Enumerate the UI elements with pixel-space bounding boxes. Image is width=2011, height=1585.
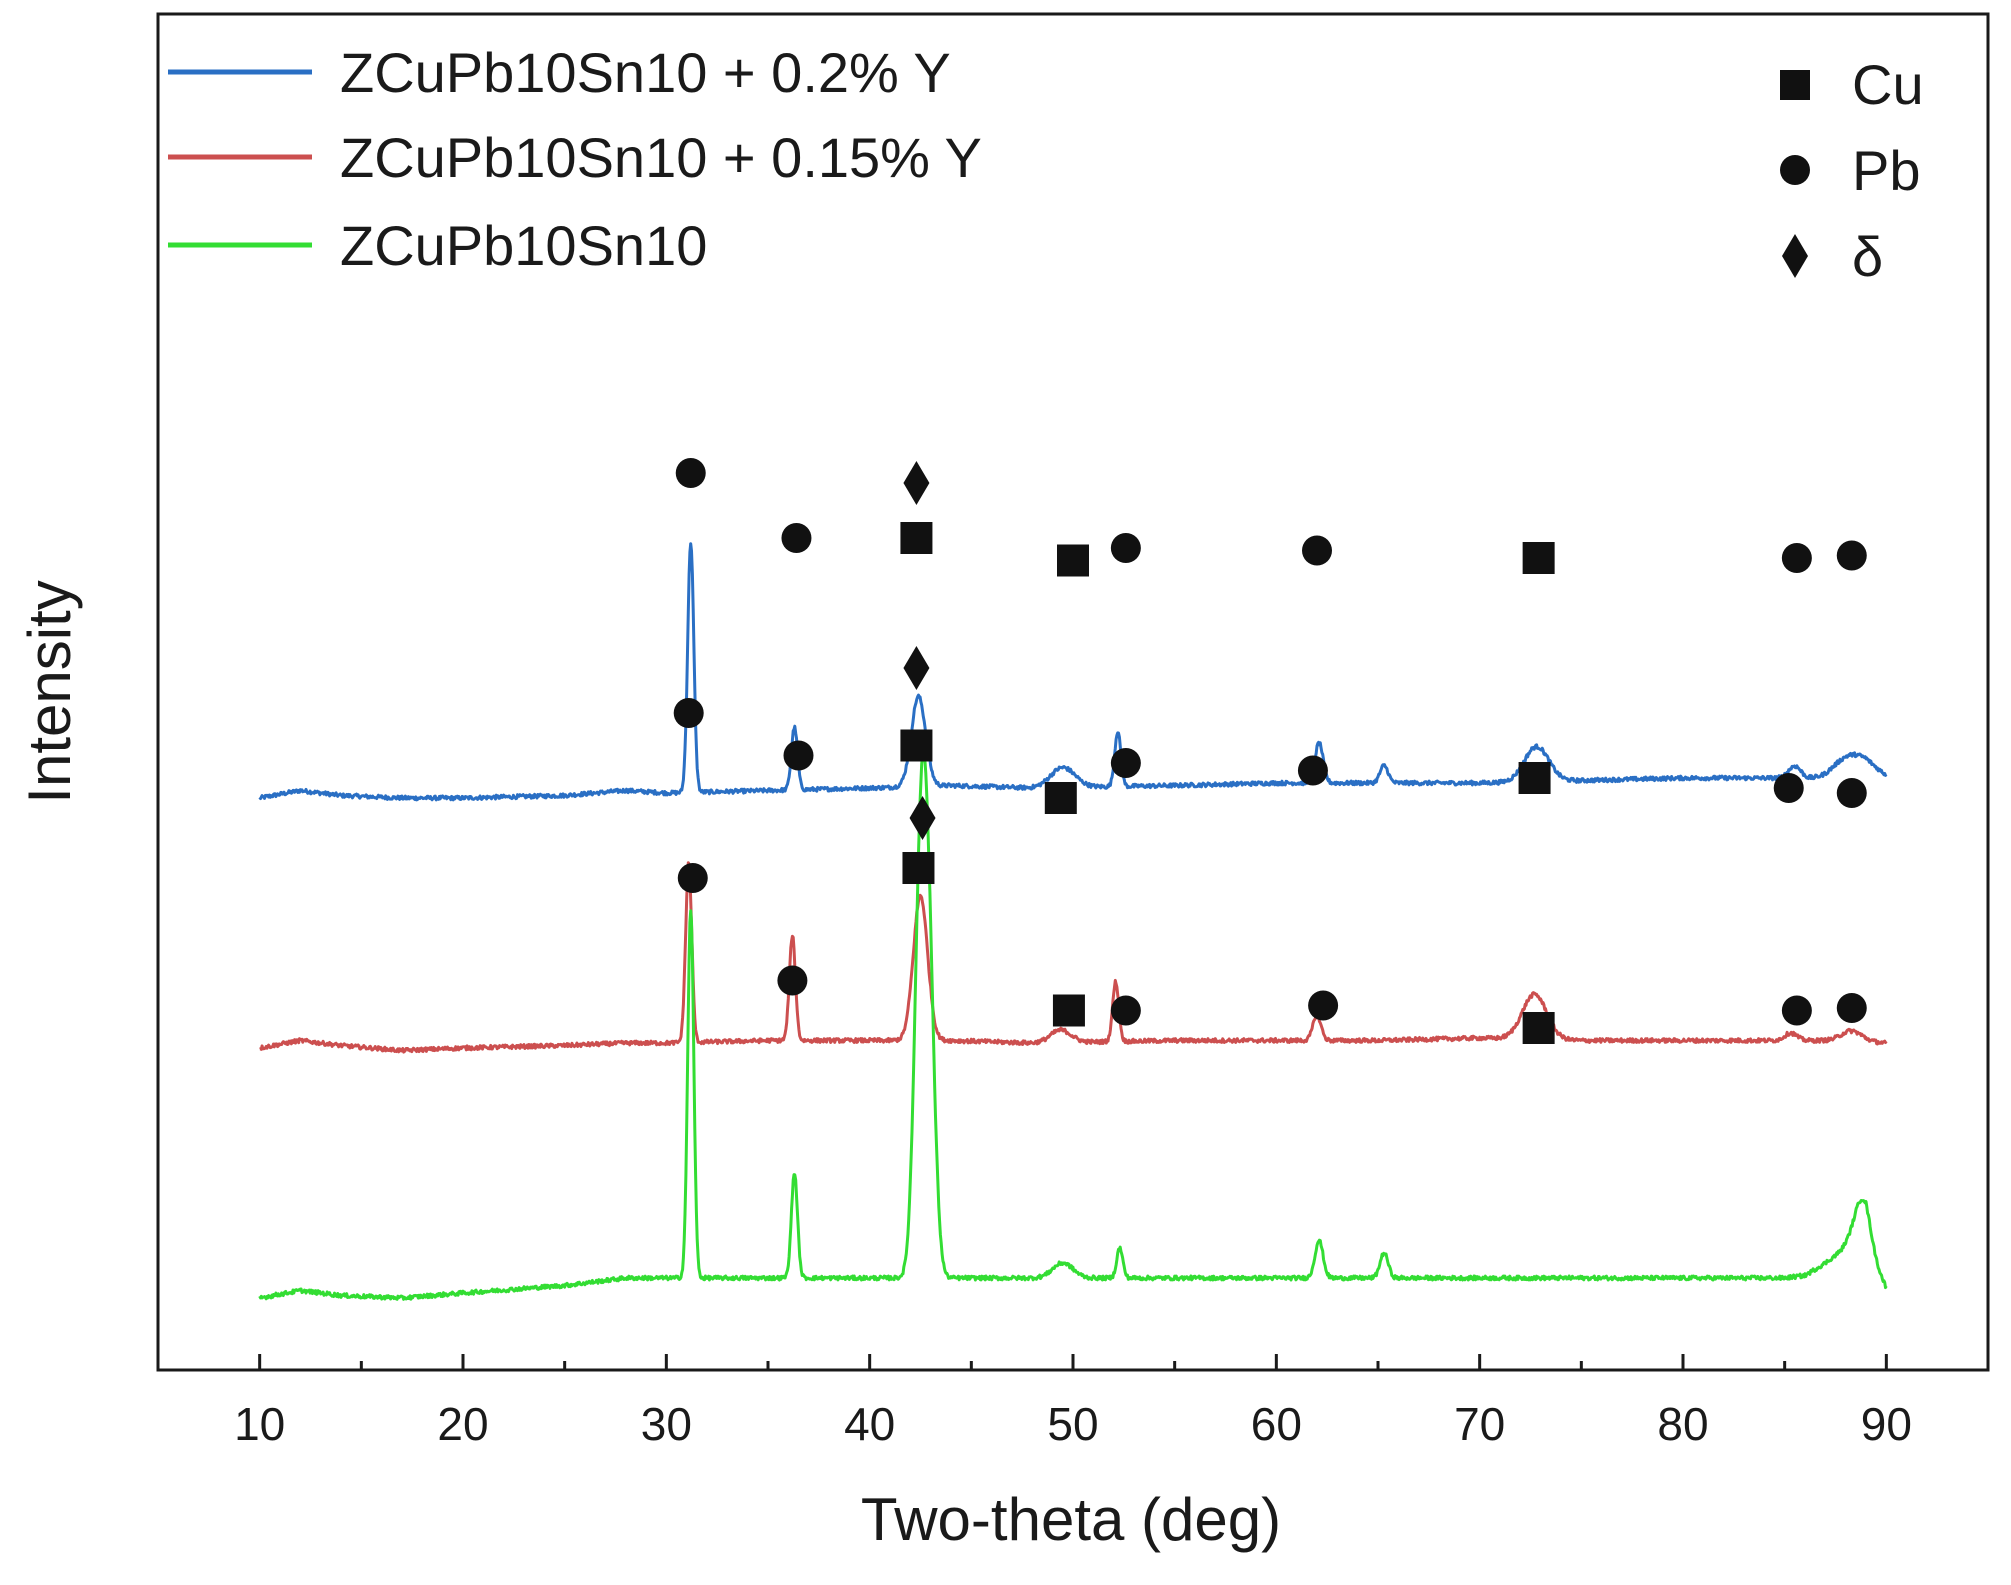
phase-legend-diamond-icon xyxy=(1782,234,1808,278)
phase-marker-square-14 xyxy=(1044,782,1077,814)
x-tick-label-10: 10 xyxy=(234,1398,285,1450)
x-tick-label-90: 90 xyxy=(1861,1398,1912,1450)
x-tick-label-50: 50 xyxy=(1047,1398,1098,1450)
x-tick-label-20: 20 xyxy=(437,1398,488,1450)
phase-marker-layer xyxy=(673,458,1867,1044)
x-tick-label-70: 70 xyxy=(1454,1398,1505,1450)
phase-marker-circle-16 xyxy=(1297,755,1328,786)
x-axis: 10 20 30 40 50 60 70 80 90 xyxy=(234,1354,1912,1450)
phase-legend-label-cu: Cu xyxy=(1852,53,1924,116)
x-axis-label: Two-theta (deg) xyxy=(861,1486,1281,1553)
legend-label-1: ZCuPb10Sn10 + 0.15% Y xyxy=(340,126,982,189)
phase-marker-circle-20 xyxy=(677,863,708,893)
x-tick-label-30: 30 xyxy=(641,1398,692,1450)
phase-legend: Cu Pb δ xyxy=(1780,53,1924,288)
phase-marker-circle-8 xyxy=(1781,543,1812,573)
series-line-1 xyxy=(259,861,1888,1054)
phase-legend-label-pb: Pb xyxy=(1852,139,1921,202)
legend-label-2: ZCuPb10Sn10 xyxy=(340,214,707,277)
series-layer xyxy=(258,542,1888,1301)
phase-legend-circle-icon xyxy=(1780,155,1810,185)
x-tick-label-40: 40 xyxy=(844,1398,895,1450)
phase-marker-square-12 xyxy=(900,729,933,762)
phase-marker-circle-18 xyxy=(1773,773,1804,803)
phase-marker-circle-0 xyxy=(675,458,706,488)
phase-legend-square-icon xyxy=(1780,70,1810,100)
phase-marker-circle-28 xyxy=(1781,995,1812,1026)
series-line-0 xyxy=(258,542,1888,802)
phase-marker-square-7 xyxy=(1522,542,1555,574)
y-axis-label: Intensity xyxy=(16,580,83,803)
x-tick-label-80: 80 xyxy=(1657,1398,1708,1450)
phase-marker-square-17 xyxy=(1518,762,1551,794)
phase-marker-square-27 xyxy=(1522,1012,1555,1044)
x-tick-label-60: 60 xyxy=(1251,1398,1302,1450)
phase-marker-circle-29 xyxy=(1836,993,1867,1023)
phase-marker-circle-26 xyxy=(1308,990,1339,1021)
phase-marker-square-24 xyxy=(1052,994,1085,1027)
phase-marker-square-22 xyxy=(902,852,935,884)
phase-marker-square-4 xyxy=(1057,544,1089,577)
phase-marker-circle-25 xyxy=(1110,995,1141,1026)
phase-marker-circle-1 xyxy=(781,523,812,553)
phase-marker-circle-10 xyxy=(673,698,704,728)
phase-marker-circle-21 xyxy=(777,965,808,996)
legend-label-0: ZCuPb10Sn10 + 0.2% Y xyxy=(340,41,951,104)
phase-marker-circle-6 xyxy=(1302,535,1332,566)
phase-marker-diamond-3 xyxy=(903,461,930,505)
series-line-2 xyxy=(258,750,1888,1301)
phase-marker-circle-9 xyxy=(1836,540,1867,571)
series-legend: ZCuPb10Sn10 + 0.2% Y ZCuPb10Sn10 + 0.15%… xyxy=(168,41,982,277)
phase-legend-label-delta: δ xyxy=(1852,225,1883,288)
phase-marker-diamond-13 xyxy=(903,646,930,690)
phase-marker-circle-11 xyxy=(783,740,814,771)
phase-marker-square-2 xyxy=(900,522,933,554)
phase-marker-circle-19 xyxy=(1836,778,1867,808)
phase-marker-circle-5 xyxy=(1110,533,1141,563)
phase-marker-circle-15 xyxy=(1110,748,1141,778)
phase-marker-diamond-23 xyxy=(909,796,936,840)
